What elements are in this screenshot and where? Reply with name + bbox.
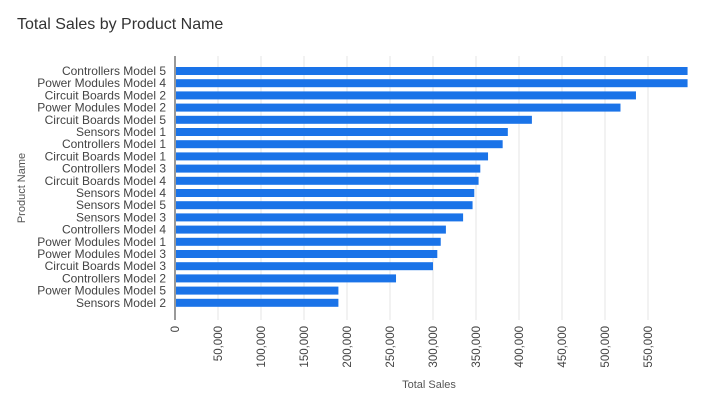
x-tick-label: 550,000 [643,326,655,368]
x-tick-label: 500,000 [600,326,612,368]
x-tick-label: 200,000 [342,326,354,368]
bar [176,201,473,210]
category-label: Circuit Boards Model 4 [45,174,167,188]
x-tick-label: 100,000 [256,326,268,368]
category-label: Power Modules Model 5 [37,284,166,298]
category-label: Controllers Model 3 [62,162,166,176]
x-axis-title: Total Sales [402,379,456,391]
category-label: Circuit Boards Model 2 [45,88,167,102]
x-tick-label: 300,000 [428,326,440,368]
bar [176,91,636,100]
category-label: Sensors Model 5 [76,198,166,212]
bar [176,140,503,149]
bar [176,262,433,271]
bar [176,274,397,283]
bar [176,103,621,112]
bar [176,164,481,173]
category-label: Power Modules Model 1 [37,235,166,249]
chart-title: Total Sales by Product Name [17,16,223,33]
category-label: Power Modules Model 3 [37,247,166,261]
bar [176,152,489,161]
bar [176,286,339,295]
x-tick-labels: 0 50,000 100,000 150,000 200,000 250,000 300,0… [170,326,655,368]
category-label: Sensors Model 1 [76,125,166,139]
bar [176,298,339,307]
grid-lines [217,56,649,320]
bar [176,176,479,185]
x-tick-label: 400,000 [514,326,526,368]
bar [176,237,441,246]
x-tick-label: 50,000 [213,326,225,361]
x-tick-label: 150,000 [299,326,311,368]
x-tick-label: 350,000 [471,326,483,368]
category-label: Circuit Boards Model 1 [45,149,167,163]
category-label: Power Modules Model 4 [37,76,166,90]
category-label: Sensors Model 3 [76,210,166,224]
bars [176,67,688,307]
bar [176,189,475,197]
category-label: Controllers Model 4 [62,223,166,237]
category-label: Circuit Boards Model 5 [45,113,167,127]
category-label: Controllers Model 1 [62,137,166,151]
bar [176,250,438,258]
bar [176,79,688,88]
category-label: Power Modules Model 2 [37,101,166,115]
bar [176,213,464,222]
category-label: Controllers Model 5 [62,64,166,78]
category-label: Sensors Model 2 [76,296,166,310]
category-label: Sensors Model 4 [76,186,166,200]
x-tick-label: 450,000 [557,326,569,368]
category-label: Controllers Model 2 [62,271,166,285]
category-label: Circuit Boards Model 3 [45,259,167,273]
bar [176,67,688,75]
x-tick-label: 250,000 [385,326,397,368]
y-axis-title: Product Name [16,153,28,223]
bar [176,115,532,124]
bar [176,225,446,234]
x-tick-label: 0 [170,326,182,332]
bar [176,128,508,136]
